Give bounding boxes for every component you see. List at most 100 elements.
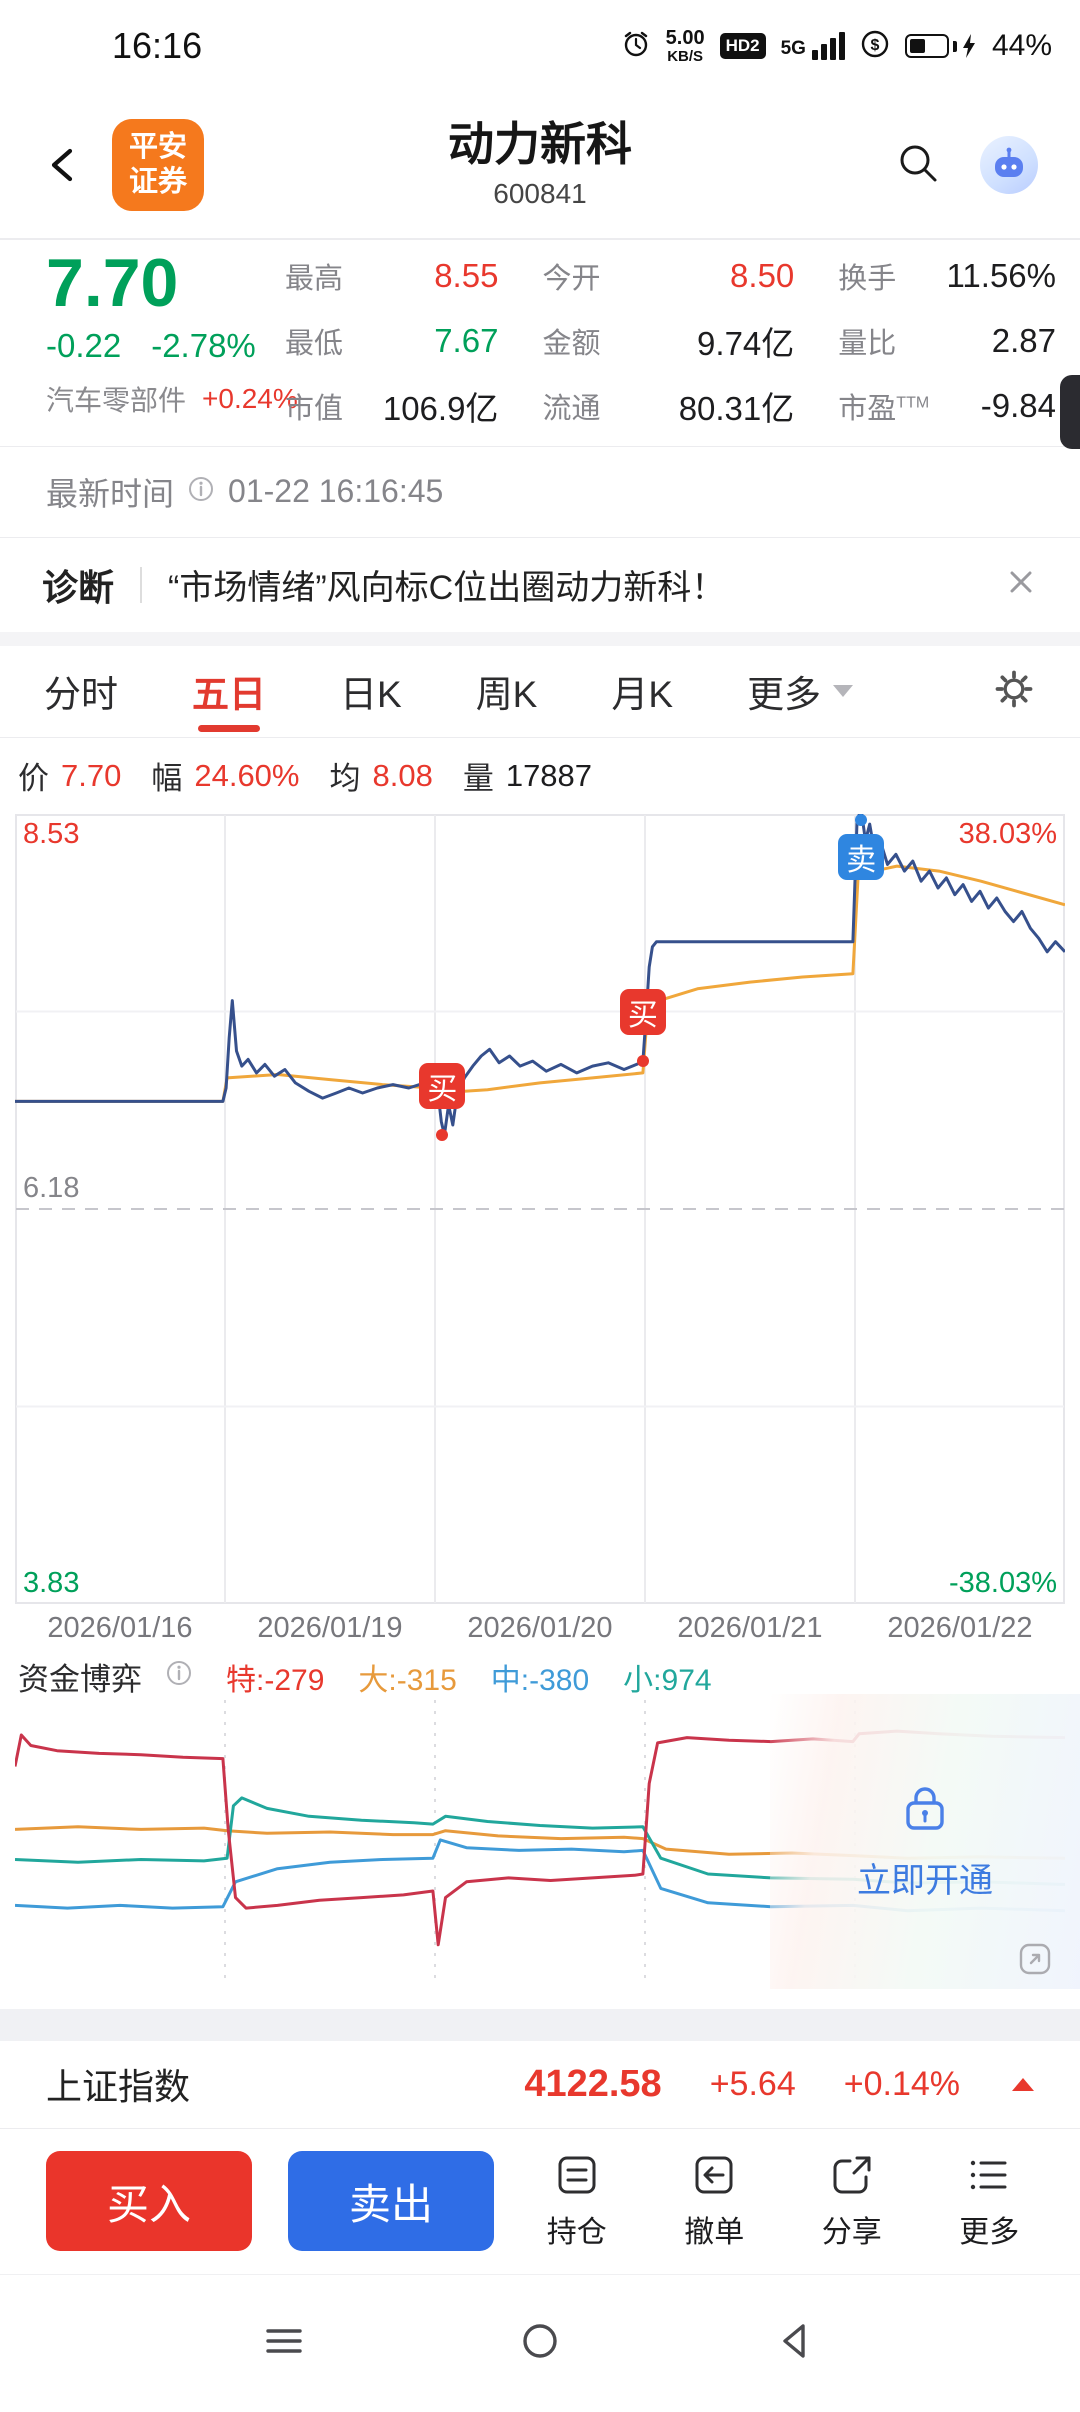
legend-price: 7.70 (61, 757, 122, 793)
price-change: -0.22 -2.78% (46, 326, 256, 364)
recents-icon[interactable] (262, 2319, 306, 2368)
stat-open: 8.50 (730, 257, 795, 294)
axis-max-price: 8.53 (23, 817, 80, 850)
stat-turnover: 11.56% (946, 257, 1056, 294)
money-medium: 中:-380 (490, 1663, 590, 1697)
tab-more[interactable]: 更多 (747, 664, 854, 718)
chart-tabs: 分时 五日 日K 周K 月K 更多 (0, 646, 1080, 738)
share-icon (833, 2156, 871, 2194)
index-percent: +0.14% (843, 2064, 960, 2103)
gear-icon[interactable] (992, 667, 1036, 716)
axis-min-price: 3.83 (23, 1566, 80, 1599)
stat-market-cap: 106.9亿 (382, 390, 499, 427)
sector-name[interactable]: 汽车零部件 (46, 384, 187, 416)
hd-badge: HD2 (719, 33, 766, 59)
tab-five-day[interactable]: 五日 (192, 646, 266, 737)
dollar-circle-icon: $ (860, 29, 890, 64)
chart-legend: 价 7.70 幅 24.60% 均 8.08 量 17887 (18, 757, 593, 797)
clock-time: 16:16 (112, 25, 203, 66)
legend-volume: 17887 (505, 757, 593, 793)
axis-max-percent: 38.03% (958, 817, 1057, 850)
vertical-divider (140, 566, 143, 603)
ai-assistant-icon[interactable] (980, 136, 1038, 194)
quote-panel[interactable]: 7.70 -0.22 -2.78% 汽车零部件 +0.24% 最高 8.55 今开 8… (0, 240, 1080, 446)
positions-icon (558, 2156, 596, 2194)
cancel-order-icon (695, 2156, 733, 2194)
edge-float-handle[interactable] (1060, 375, 1080, 449)
back-nav-icon[interactable] (774, 2319, 818, 2368)
x-label-1: 2026/01/16 (47, 1611, 193, 1644)
price-chart-canvas[interactable] (15, 808, 1067, 1604)
unlock-overlay[interactable]: 立即开通 (770, 1693, 1080, 1989)
stat-low: 7.67 (434, 322, 499, 359)
stat-float-cap: 80.31亿 (678, 390, 795, 427)
system-nav-bar (0, 2273, 1080, 2412)
index-name: 上证指数 (46, 2066, 191, 2107)
lock-icon (898, 1780, 952, 1839)
money-flow-chart[interactable]: 立即开通 (0, 1693, 1080, 1989)
axis-mid-price: 6.18 (23, 1171, 80, 1204)
tab-weekly-k[interactable]: 周K (475, 674, 538, 715)
money-super: 特:-279 (226, 1663, 325, 1697)
tab-monthly-k[interactable]: 月K (611, 674, 674, 715)
diagnosis-label: 诊断 (42, 566, 115, 608)
broker-logo: 平安 证券 (112, 119, 204, 211)
network-speed: 5.00 KB/S (665, 26, 705, 65)
update-time-row: 最新时间 01-22 16:16:45 (0, 445, 1080, 538)
buy-button[interactable]: 买入 (46, 2151, 252, 2251)
x-label-2: 2026/01/19 (257, 1611, 403, 1644)
stat-pe-ttm: -9.84 (980, 387, 1056, 424)
update-time-label: 最新时间 (46, 475, 175, 512)
charging-bolt-icon (962, 34, 975, 58)
x-label-3: 2026/01/20 (467, 1611, 613, 1644)
sell-button[interactable]: 卖出 (288, 2151, 494, 2251)
back-icon[interactable] (42, 143, 86, 187)
trade-toolbar: 买入 卖出 持仓 撤单 分享 更多 (0, 2129, 1080, 2274)
stats-grid: 最高 8.55 今开 8.50 换手 11.56% 最低 7.67 金额 9.74亿 量比… (285, 244, 1056, 439)
more-list-icon (971, 2160, 1007, 2190)
stat-volume-ratio: 2.87 (991, 322, 1056, 359)
sector-change: +0.24% (202, 382, 298, 414)
svg-text:$: $ (871, 37, 880, 54)
signal-5g-icon: 5G (781, 32, 845, 60)
alarm-icon (621, 29, 651, 64)
status-bar: 16:16 5.00 KB/S HD2 5G $ 44% (0, 0, 1080, 92)
tab-daily-k[interactable]: 日K (340, 674, 402, 715)
diagnosis-banner[interactable]: 诊断 “市场情绪”风向标C位出圈动力新科！ (0, 538, 1080, 632)
money-flow-header: 资金博弈 特:-279 大:-315 中:-380 小:974 (0, 1654, 1080, 1700)
more-button[interactable]: 更多 (959, 2151, 1019, 2251)
five-day-chart[interactable]: 买买卖 8.53 38.03% 6.18 3.83 -38.03% (0, 808, 1080, 1604)
info-icon[interactable] (166, 1660, 192, 1694)
battery-percent: 44% (991, 29, 1052, 62)
x-axis-labels: 2026/01/16 2026/01/19 2026/01/20 2026/01… (15, 1604, 1065, 1654)
x-label-5: 2026/01/22 (887, 1611, 1033, 1644)
header: 平安 证券 动力新科 600841 (0, 92, 1080, 238)
close-icon[interactable] (1004, 565, 1038, 604)
money-large: 大:-315 (358, 1663, 457, 1697)
chevron-up-icon[interactable] (1012, 2077, 1034, 2091)
stat-amount: 9.74亿 (697, 325, 795, 362)
expand-corner-icon[interactable] (1018, 1942, 1052, 1981)
x-label-4: 2026/01/21 (677, 1611, 823, 1644)
cancel-order-button[interactable]: 撤单 (684, 2151, 744, 2251)
positions-button[interactable]: 持仓 (547, 2151, 607, 2251)
update-time-value: 01-22 16:16:45 (228, 473, 444, 509)
share-button[interactable]: 分享 (822, 2151, 882, 2251)
info-icon[interactable] (188, 473, 214, 510)
index-value: 4122.58 (524, 2062, 662, 2105)
legend-avg: 8.08 (372, 757, 433, 793)
unlock-cta-label[interactable]: 立即开通 (857, 1862, 993, 1900)
legend-range: 24.60% (194, 757, 300, 793)
stat-high: 8.55 (434, 257, 499, 294)
current-price: 7.70 (46, 244, 179, 321)
search-icon[interactable] (894, 139, 942, 192)
index-change: +5.64 (709, 2064, 796, 2103)
diagnosis-text[interactable]: “市场情绪”风向标C位出圈动力新科！ (168, 569, 726, 607)
tab-minute[interactable]: 分时 (44, 674, 118, 715)
money-small: 小:974 (623, 1663, 712, 1697)
index-bar[interactable]: 上证指数 4122.58 +5.64 +0.14% (0, 2041, 1080, 2129)
money-flow-title: 资金博弈 (18, 1662, 142, 1697)
home-icon[interactable] (518, 2319, 562, 2368)
axis-min-percent: -38.03% (948, 1566, 1057, 1599)
